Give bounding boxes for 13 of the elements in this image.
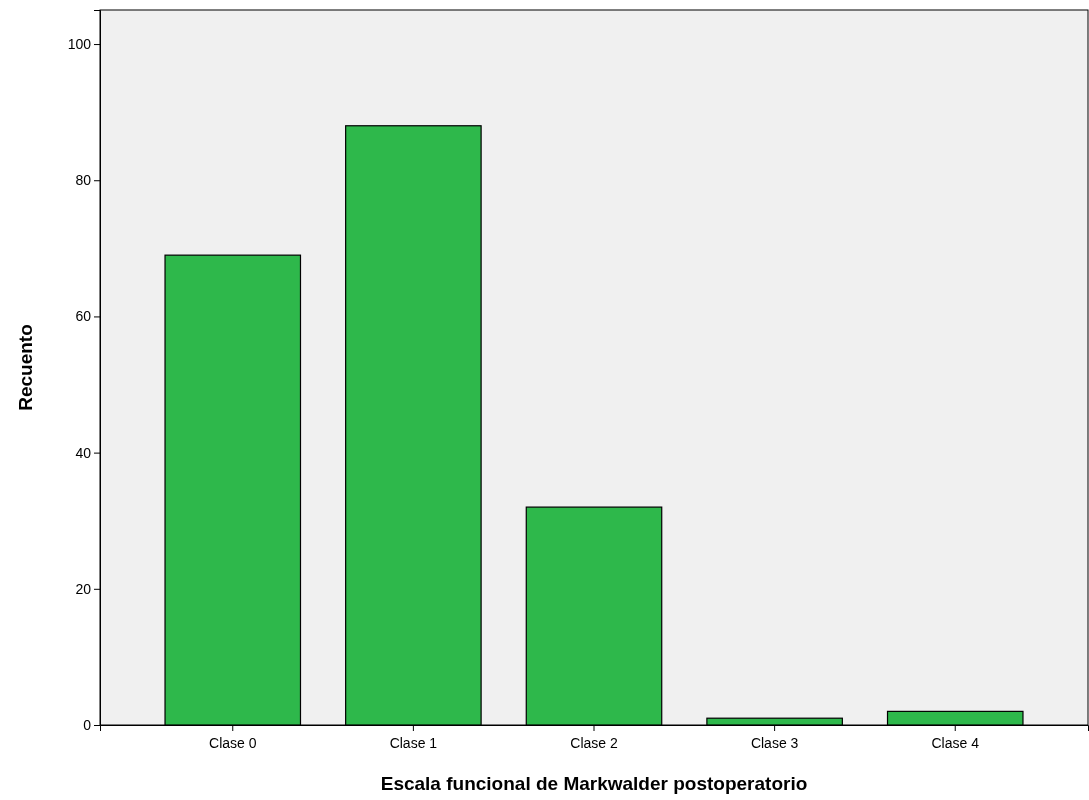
x-axis-title: Escala funcional de Markwalder postoperatorio <box>380 773 808 794</box>
y-axis-title: Recuento <box>15 324 36 411</box>
y-tick-label: 80 <box>75 172 92 189</box>
x-tick-label: Clase 3 <box>750 735 799 751</box>
y-tick-label: 0 <box>83 716 92 733</box>
x-tick-label: Clase 1 <box>389 735 438 751</box>
y-tick-label: 60 <box>75 308 92 325</box>
x-tick-label: Clase 0 <box>209 735 257 751</box>
x-tick-label: Clase 2 <box>570 735 618 751</box>
y-tick-label: 40 <box>75 444 92 461</box>
y-tick-label: 100 <box>67 36 92 53</box>
y-tick-label: 20 <box>75 580 92 597</box>
x-tick-label: Clase 4 <box>931 735 980 751</box>
